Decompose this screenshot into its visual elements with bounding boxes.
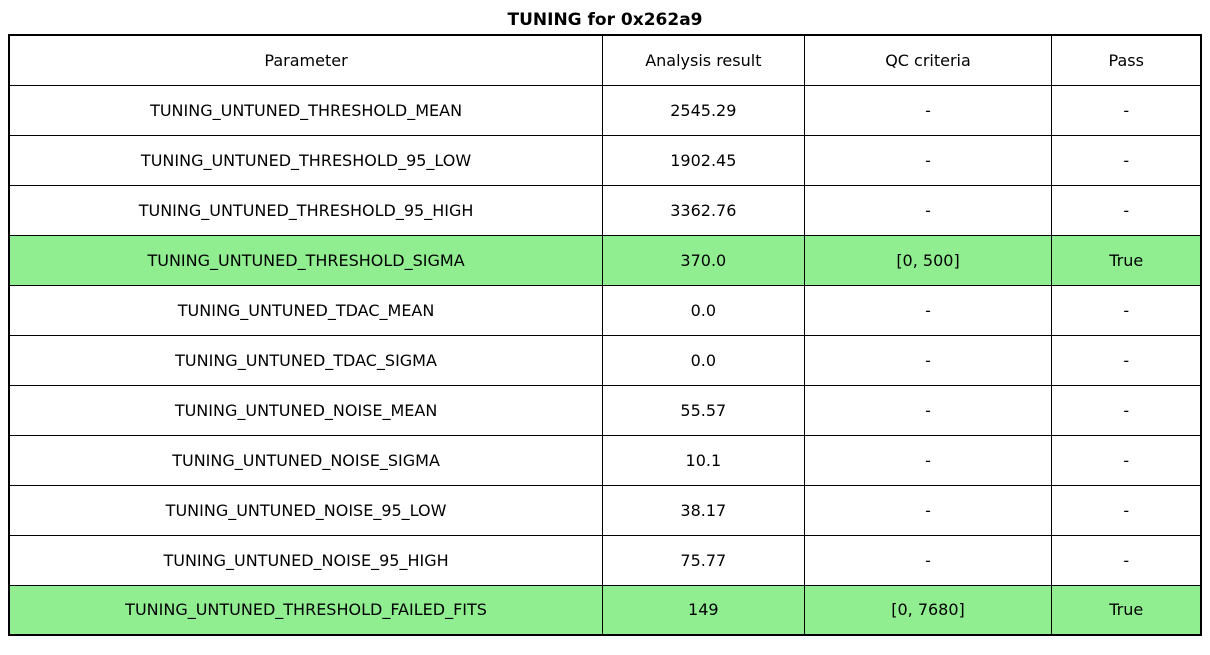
cell-pass: - [1051,484,1202,536]
cell-analysis-result: 3362.76 [602,184,805,236]
cell-parameter: TUNING_UNTUNED_THRESHOLD_95_LOW [8,134,604,186]
cell-pass: - [1051,184,1202,236]
cell-pass: - [1051,284,1202,336]
table-row: TUNING_UNTUNED_TDAC_SIGMA 0.0 - - [8,334,1202,386]
table-body: TUNING_UNTUNED_THRESHOLD_MEAN 2545.29 - … [8,84,1202,636]
cell-analysis-result: 10.1 [602,434,805,486]
cell-analysis-result: 149 [602,584,805,636]
column-header-parameter: Parameter [8,34,604,86]
cell-analysis-result: 0.0 [602,284,805,336]
cell-qc-criteria: - [803,384,1053,436]
cell-analysis-result: 38.17 [602,484,805,536]
column-header-pass: Pass [1051,34,1202,86]
table-row: TUNING_UNTUNED_THRESHOLD_FAILED_FITS 149… [8,584,1202,636]
cell-qc-criteria: [0, 7680] [803,584,1053,636]
cell-parameter: TUNING_UNTUNED_THRESHOLD_FAILED_FITS [8,584,604,636]
cell-analysis-result: 1902.45 [602,134,805,186]
table-row: TUNING_UNTUNED_TDAC_MEAN 0.0 - - [8,284,1202,336]
cell-analysis-result: 75.77 [602,534,805,586]
chart-title: TUNING for 0x262a9 [507,10,703,30]
table-row: TUNING_UNTUNED_THRESHOLD_MEAN 2545.29 - … [8,84,1202,136]
table-row: TUNING_UNTUNED_THRESHOLD_95_HIGH 3362.76… [8,184,1202,236]
qc-results-table: Parameter Analysis result QC criteria Pa… [8,34,1202,636]
cell-qc-criteria: - [803,284,1053,336]
cell-pass: - [1051,534,1202,586]
cell-pass: - [1051,434,1202,486]
cell-qc-criteria: - [803,534,1053,586]
cell-pass: - [1051,334,1202,386]
cell-parameter: TUNING_UNTUNED_THRESHOLD_95_HIGH [8,184,604,236]
cell-analysis-result: 370.0 [602,234,805,286]
table-row: TUNING_UNTUNED_NOISE_MEAN 55.57 - - [8,384,1202,436]
cell-parameter: TUNING_UNTUNED_THRESHOLD_MEAN [8,84,604,136]
cell-qc-criteria: - [803,434,1053,486]
column-header-analysis-result: Analysis result [602,34,805,86]
cell-parameter: TUNING_UNTUNED_TDAC_MEAN [8,284,604,336]
table-row: TUNING_UNTUNED_NOISE_95_LOW 38.17 - - [8,484,1202,536]
cell-parameter: TUNING_UNTUNED_NOISE_MEAN [8,384,604,436]
table-row: TUNING_UNTUNED_NOISE_95_HIGH 75.77 - - [8,534,1202,586]
cell-qc-criteria: - [803,134,1053,186]
cell-parameter: TUNING_UNTUNED_NOISE_SIGMA [8,434,604,486]
table-row: TUNING_UNTUNED_NOISE_SIGMA 10.1 - - [8,434,1202,486]
cell-pass: - [1051,134,1202,186]
cell-qc-criteria: - [803,484,1053,536]
cell-qc-criteria: - [803,184,1053,236]
cell-parameter: TUNING_UNTUNED_TDAC_SIGMA [8,334,604,386]
cell-parameter: TUNING_UNTUNED_NOISE_95_LOW [8,484,604,536]
cell-pass: - [1051,84,1202,136]
cell-analysis-result: 55.57 [602,384,805,436]
cell-pass: True [1051,234,1202,286]
cell-qc-criteria: [0, 500] [803,234,1053,286]
column-header-qc-criteria: QC criteria [803,34,1053,86]
cell-qc-criteria: - [803,84,1053,136]
cell-analysis-result: 0.0 [602,334,805,386]
cell-analysis-result: 2545.29 [602,84,805,136]
table-row: TUNING_UNTUNED_THRESHOLD_95_LOW 1902.45 … [8,134,1202,186]
cell-parameter: TUNING_UNTUNED_THRESHOLD_SIGMA [8,234,604,286]
cell-pass: - [1051,384,1202,436]
cell-pass: True [1051,584,1202,636]
header-row: Parameter Analysis result QC criteria Pa… [8,34,1202,86]
cell-parameter: TUNING_UNTUNED_NOISE_95_HIGH [8,534,604,586]
cell-qc-criteria: - [803,334,1053,386]
table-row: TUNING_UNTUNED_THRESHOLD_SIGMA 370.0 [0,… [8,234,1202,286]
